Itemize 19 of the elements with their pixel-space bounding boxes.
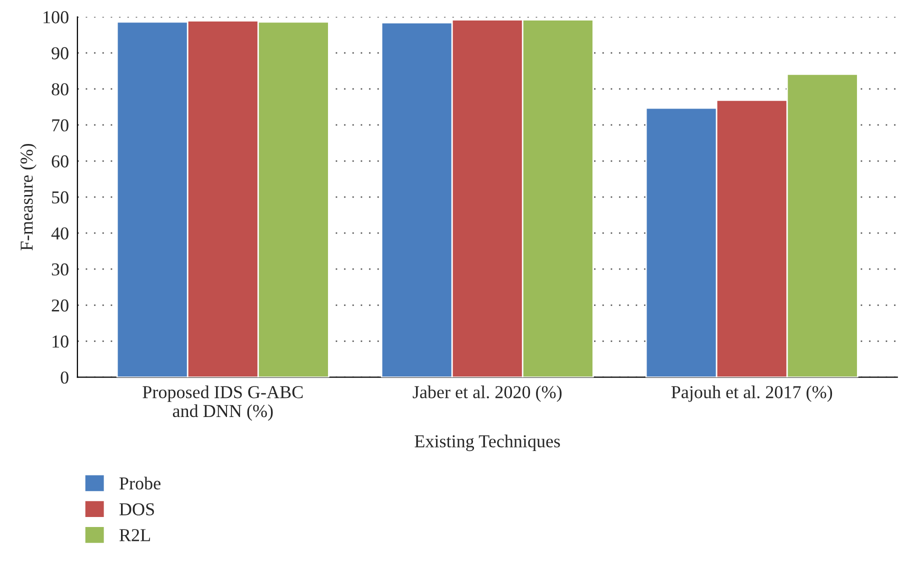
x-axis-title: Existing Techniques [414, 434, 560, 452]
x-tick-label: Pajouh et al. 2017 (%) [671, 386, 832, 402]
y-tick-label: 30 [52, 263, 68, 276]
y-tick-label: 90 [52, 47, 68, 60]
legend-label: DOS [119, 503, 154, 516]
y-tick-label: 60 [52, 155, 68, 168]
y-tick-label: 80 [52, 83, 68, 96]
y-tick-label: 70 [52, 119, 68, 132]
y-tick-label: 20 [52, 299, 68, 312]
legend-label: R2L [119, 529, 150, 542]
y-tick-label: 10 [52, 335, 68, 348]
y-axis-title: F-measure (%) [20, 144, 36, 250]
y-tick-label: 0 [60, 371, 68, 384]
x-tick-label: Jaber et al. 2020 (%) [412, 386, 562, 402]
legend-label: Probe [119, 476, 160, 490]
y-tick-label: 50 [52, 191, 68, 204]
y-tick-label: 40 [51, 227, 68, 240]
y-tick-label: 100 [44, 11, 68, 24]
x-tick-label: Proposed IDS G-ABC and DNN (%) [142, 386, 303, 421]
